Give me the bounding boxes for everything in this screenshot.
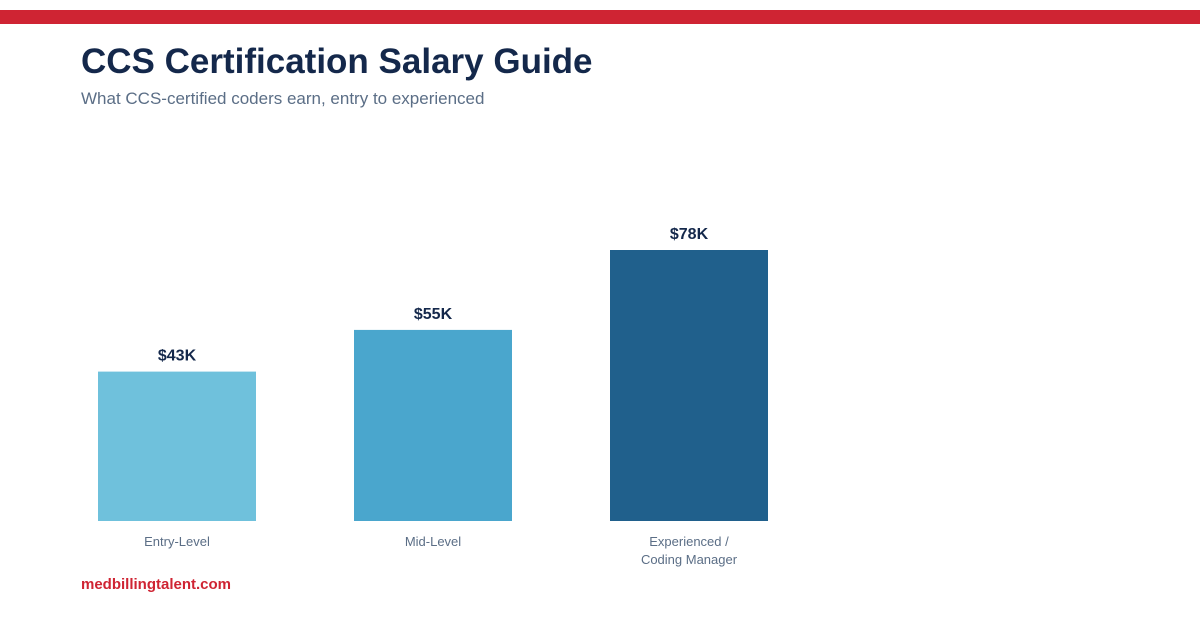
brand-footer: medbillingtalent.com — [81, 576, 232, 593]
category-label-2-line-0: Experienced / — [649, 534, 729, 549]
page-title: CCS Certification Salary Guide — [81, 42, 593, 81]
bar-0 — [98, 371, 256, 521]
top-accent-stripe — [0, 10, 1200, 24]
bar-1 — [354, 329, 512, 521]
bar-2 — [610, 250, 768, 521]
category-label-2-line-1: Coding Manager — [641, 552, 738, 567]
category-label-1: Mid-Level — [405, 534, 461, 549]
category-label-0: Entry-Level — [144, 534, 210, 549]
bar-value-label-0: $43K — [158, 348, 197, 365]
bar-value-label-2: $78K — [670, 226, 709, 243]
page-subtitle: What CCS-certified coders earn, entry to… — [81, 89, 485, 108]
bar-value-label-1: $55K — [414, 306, 453, 323]
